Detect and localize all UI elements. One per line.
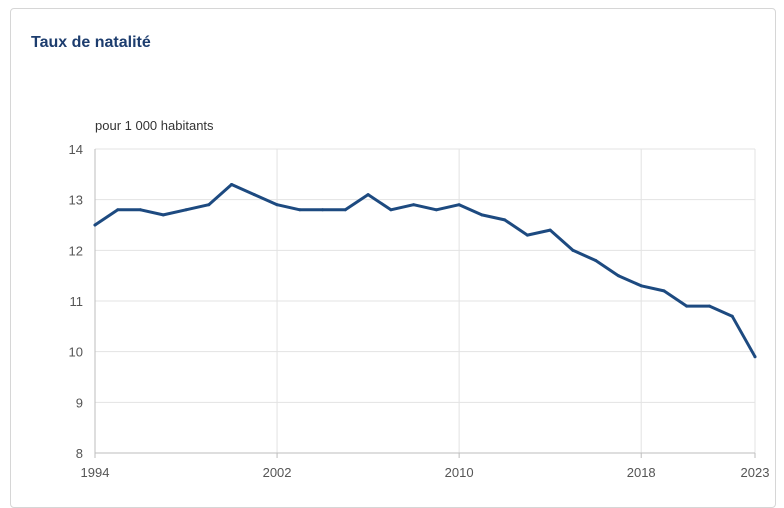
data-point [366, 193, 370, 197]
data-point [730, 314, 734, 318]
data-point [457, 203, 461, 207]
data-point [184, 208, 188, 212]
data-point [93, 223, 97, 227]
data-point [707, 304, 711, 308]
data-point [616, 274, 620, 278]
data-point [252, 193, 256, 197]
data-point [548, 228, 552, 232]
data-point [480, 213, 484, 217]
data-point [571, 248, 575, 252]
series-line [93, 183, 757, 359]
data-point [685, 304, 689, 308]
data-point [639, 284, 643, 288]
y-tick-label: 8 [76, 446, 83, 461]
data-point [321, 208, 325, 212]
y-tick-label: 12 [69, 243, 83, 258]
y-axis-unit-label: pour 1 000 habitants [95, 118, 214, 133]
y-tick-label: 9 [76, 395, 83, 410]
x-tick-label: 2002 [263, 465, 292, 480]
data-point [753, 355, 757, 359]
data-point [298, 208, 302, 212]
y-tick-label: 11 [70, 294, 84, 309]
data-point [594, 258, 598, 262]
data-point [662, 289, 666, 293]
data-point [343, 208, 347, 212]
x-tick-label: 2010 [445, 465, 474, 480]
y-tick-label: 13 [69, 193, 83, 208]
data-point [139, 208, 143, 212]
data-point [161, 213, 165, 217]
x-tick-label: 1994 [81, 465, 110, 480]
chart-card [10, 8, 776, 508]
x-tick-label: 2018 [627, 465, 656, 480]
data-point [525, 233, 529, 237]
data-point [412, 203, 416, 207]
data-point [275, 203, 279, 207]
chart-title: Taux de natalité [31, 34, 151, 51]
y-tick-label: 10 [69, 345, 83, 360]
data-point [116, 208, 120, 212]
data-point [389, 208, 393, 212]
x-tick-label: 2023 [741, 465, 770, 480]
data-point [503, 218, 507, 222]
y-tick-label: 14 [69, 142, 83, 157]
data-point [207, 203, 211, 207]
data-point [434, 208, 438, 212]
data-point [230, 182, 234, 186]
